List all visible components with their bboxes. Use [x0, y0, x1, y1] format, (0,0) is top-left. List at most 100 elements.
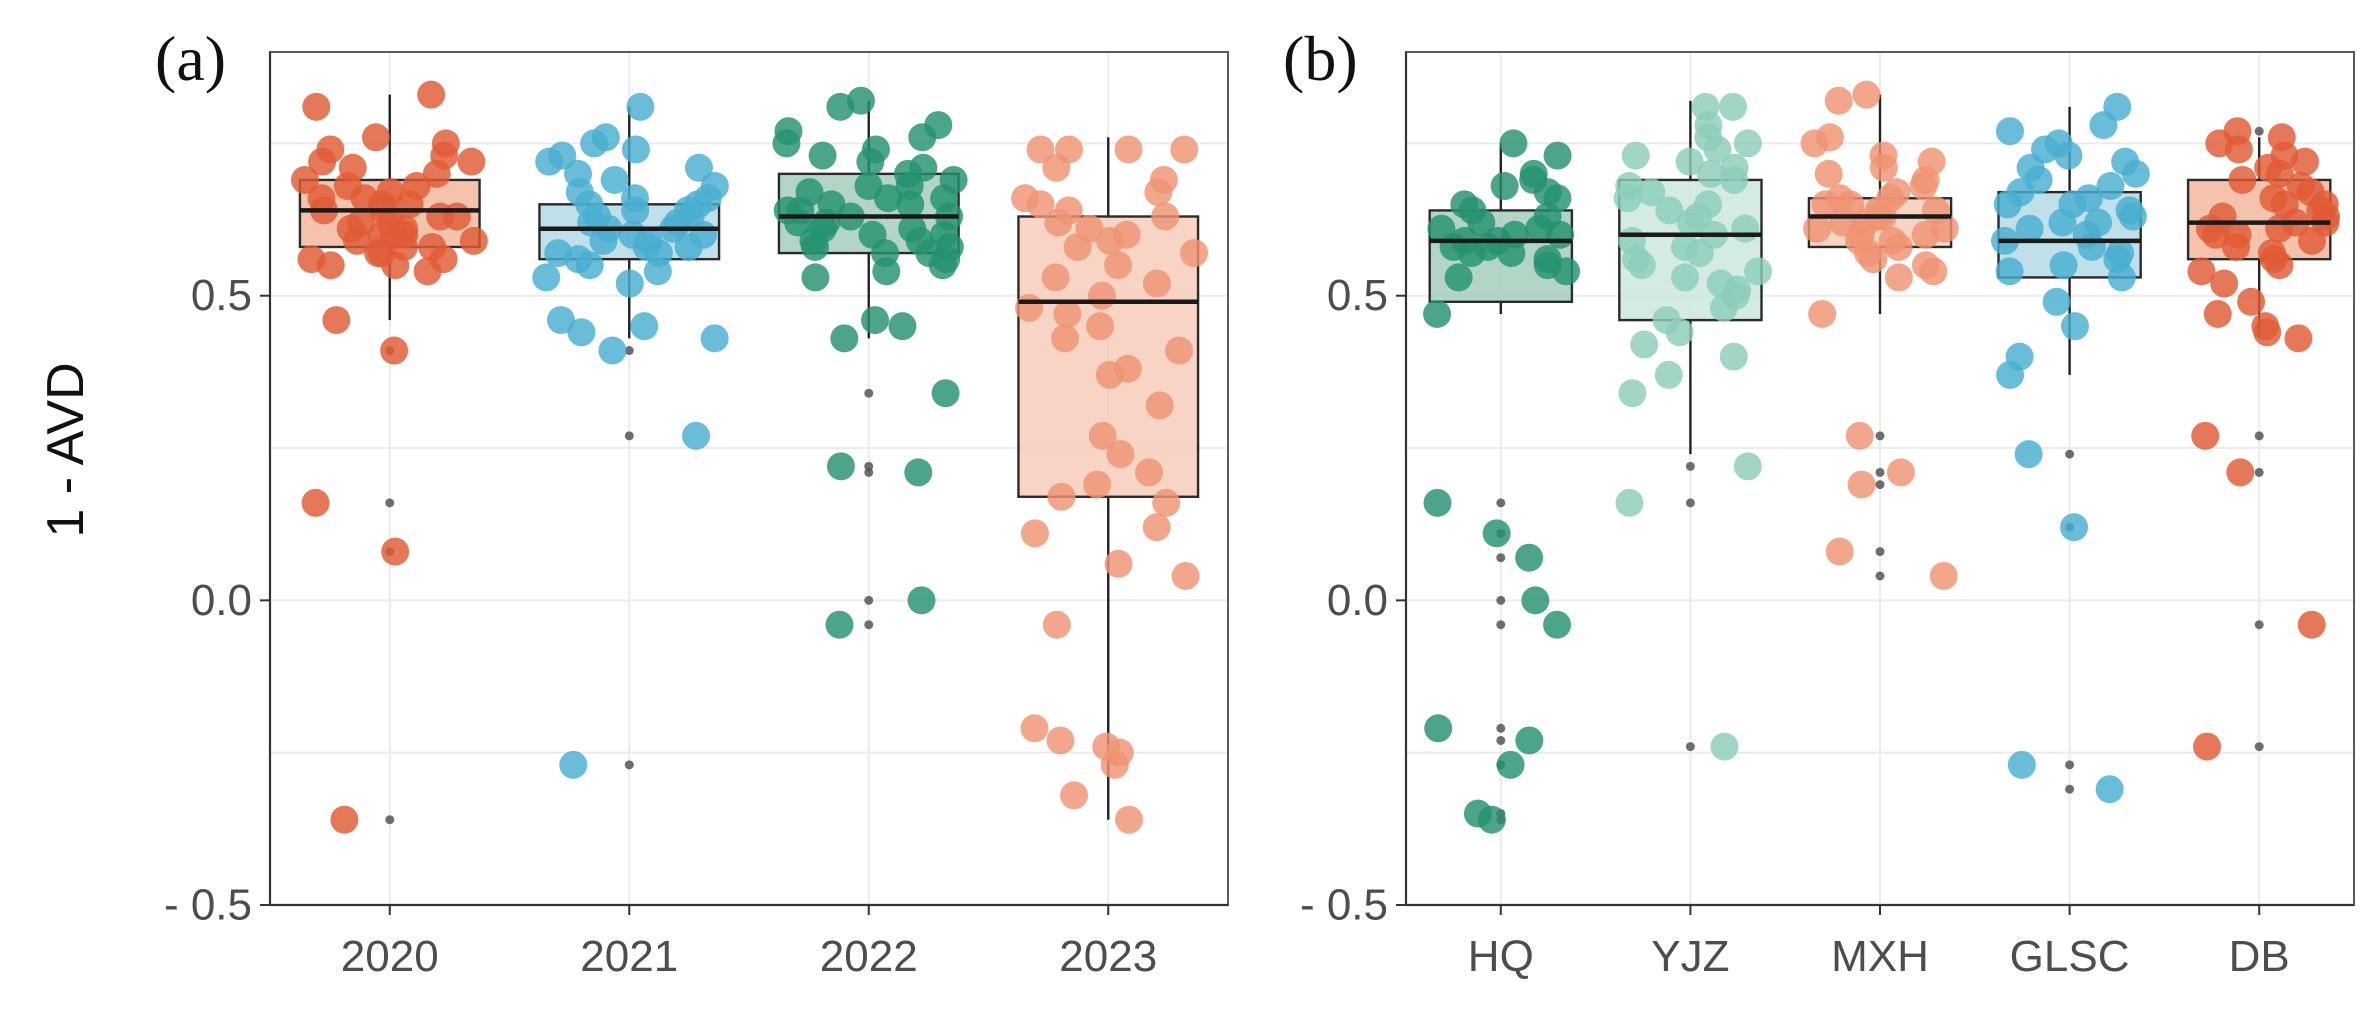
outlier-dot — [1875, 547, 1885, 557]
data-point — [2222, 232, 2251, 261]
data-point — [2265, 251, 2294, 280]
data-point — [1710, 732, 1739, 761]
data-point — [535, 147, 564, 176]
data-point — [381, 537, 410, 566]
data-point — [1995, 117, 2024, 146]
data-point — [2042, 287, 2071, 316]
outlier-dot — [1496, 735, 1506, 745]
outlier-dot — [624, 760, 634, 770]
data-point — [1444, 263, 1473, 292]
points-DB — [2187, 117, 2341, 761]
data-point — [1477, 805, 1506, 834]
data-point — [2191, 421, 2220, 450]
data-point — [2095, 775, 2124, 804]
data-point — [1825, 537, 1854, 566]
data-point — [856, 147, 885, 176]
data-point — [1424, 714, 1453, 743]
data-point — [2048, 208, 2077, 237]
data-point — [1670, 263, 1699, 292]
data-point — [2226, 458, 2255, 487]
data-point — [801, 232, 830, 261]
data-point — [380, 336, 409, 365]
data-point — [1104, 251, 1133, 280]
data-point — [316, 251, 345, 280]
x-tick-label: YJZ — [1651, 932, 1729, 981]
data-point — [1467, 208, 1496, 237]
outlier-dot — [2065, 784, 2075, 794]
y-tick-label: 0.5 — [1327, 271, 1388, 320]
outlier-dot — [1496, 723, 1506, 733]
data-point — [1095, 226, 1124, 255]
data-point — [1703, 135, 1732, 164]
data-point — [1063, 232, 1092, 261]
data-point — [417, 80, 446, 109]
data-point — [1886, 458, 1915, 487]
panel-b: (b) - 0.5 0.0 0.5 HQ YJZ MXH GLSC DB — [1283, 23, 2355, 981]
data-point — [1731, 214, 1760, 243]
data-point — [2096, 172, 2125, 201]
data-point — [1142, 513, 1171, 542]
data-point — [308, 147, 337, 176]
x-tick-label: DB — [2229, 932, 2290, 981]
data-point — [302, 92, 331, 121]
data-point — [1665, 318, 1694, 347]
data-point — [1095, 360, 1124, 389]
data-point — [2201, 220, 2230, 249]
outlier-dot — [1496, 620, 1506, 630]
data-point — [1637, 178, 1666, 207]
data-point — [808, 141, 837, 170]
data-point — [1042, 153, 1071, 182]
data-point — [2253, 318, 2282, 347]
data-point — [442, 202, 471, 231]
y-axis-title: 1 - AVD — [37, 362, 95, 537]
data-point — [1087, 281, 1116, 310]
data-point — [1733, 129, 1762, 158]
outlier-dot — [2254, 126, 2264, 136]
data-point — [2297, 610, 2326, 639]
data-point — [872, 257, 901, 286]
data-point — [2237, 287, 2266, 316]
data-point — [2265, 159, 2294, 188]
data-point — [2121, 159, 2150, 188]
outlier-dot — [1496, 595, 1506, 605]
data-point — [1026, 190, 1055, 219]
data-point — [1026, 135, 1055, 164]
data-point — [1115, 805, 1144, 834]
data-point — [1423, 488, 1452, 517]
data-point — [1151, 202, 1180, 231]
outlier-dot — [864, 620, 874, 630]
data-point — [1993, 190, 2022, 219]
data-point — [1041, 263, 1070, 292]
data-point — [830, 324, 859, 353]
data-point — [2049, 251, 2078, 280]
data-point — [700, 324, 729, 353]
data-point — [381, 251, 410, 280]
outlier-dot — [2065, 760, 2075, 770]
data-point — [682, 421, 711, 450]
data-point — [1744, 257, 1773, 286]
data-point — [1496, 750, 1525, 779]
data-point — [2297, 226, 2326, 255]
data-point — [1655, 196, 1684, 225]
data-point — [2224, 135, 2253, 164]
data-point — [1083, 470, 1112, 499]
points-2022 — [772, 86, 968, 639]
data-point — [907, 586, 936, 615]
outlier-dot — [1685, 742, 1695, 752]
data-point — [1546, 220, 1575, 249]
data-point — [1543, 610, 1572, 639]
x-tick-label: 2021 — [580, 932, 678, 981]
outlier-dot — [2254, 467, 2264, 477]
data-point — [1621, 141, 1650, 170]
data-point — [1852, 80, 1881, 109]
data-point — [1515, 726, 1544, 755]
data-point — [2014, 440, 2043, 469]
data-point — [1497, 239, 1526, 268]
data-point — [1088, 421, 1117, 450]
data-point — [1709, 293, 1738, 322]
data-point — [630, 312, 659, 341]
y-tick-label: - 0.5 — [164, 881, 252, 930]
data-point — [860, 306, 889, 335]
data-point — [1145, 391, 1174, 420]
